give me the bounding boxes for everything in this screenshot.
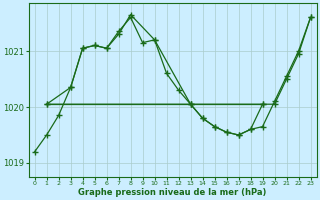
X-axis label: Graphe pression niveau de la mer (hPa): Graphe pression niveau de la mer (hPa) [78, 188, 267, 197]
